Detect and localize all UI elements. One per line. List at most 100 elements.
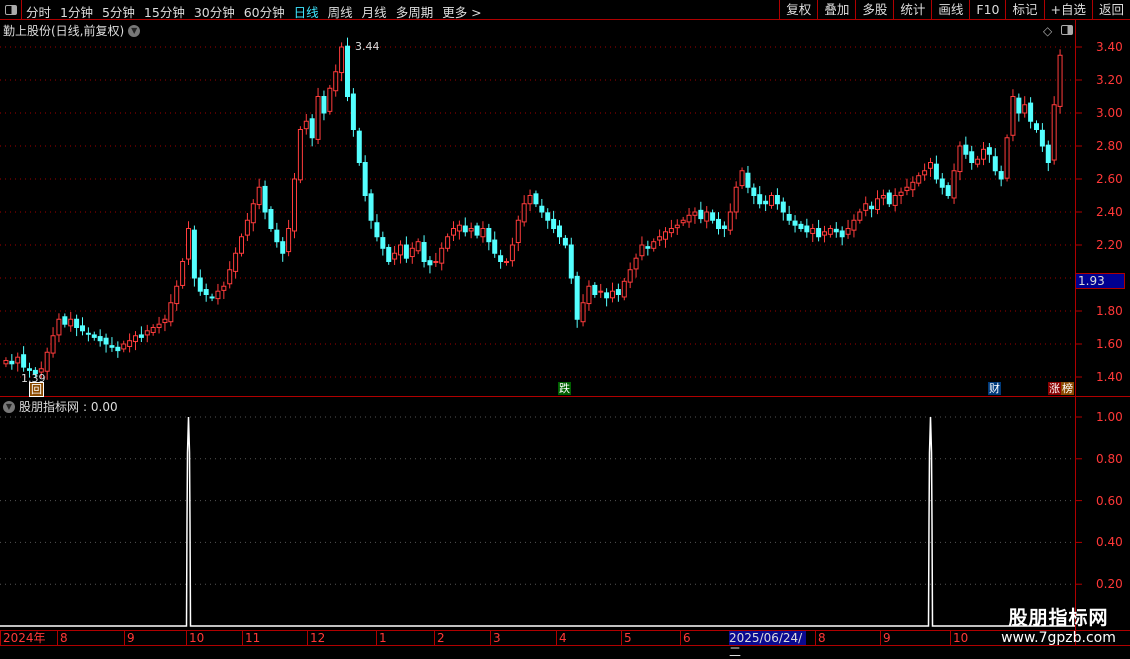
toolbar-button[interactable]: 标记 bbox=[1005, 0, 1043, 20]
period-tab[interactable]: 多周期 bbox=[395, 5, 434, 20]
candle-up bbox=[415, 241, 421, 252]
candle-up bbox=[162, 318, 168, 324]
price-tick-label: 2.20 bbox=[1096, 238, 1123, 252]
chevron-down-icon[interactable]: ▼ bbox=[128, 24, 141, 37]
candle-down bbox=[474, 225, 480, 236]
candle-down bbox=[557, 225, 562, 238]
candle-up bbox=[451, 228, 456, 236]
period-tab[interactable]: 更多 > bbox=[442, 5, 482, 20]
indicator-line bbox=[0, 416, 1075, 627]
toolbar-button[interactable]: +自选 bbox=[1043, 0, 1092, 20]
candle-down bbox=[1045, 144, 1051, 164]
candle-down bbox=[592, 284, 598, 295]
candle-down bbox=[32, 369, 38, 375]
candle-up bbox=[586, 285, 592, 305]
candle-down bbox=[62, 316, 68, 325]
date-tick-label: 11 bbox=[242, 631, 260, 645]
chevron-down-icon[interactable]: ▼ bbox=[3, 400, 15, 413]
price-tick-label: 3.20 bbox=[1096, 73, 1123, 87]
candle-down bbox=[933, 163, 939, 180]
date-tick-label: 6 bbox=[680, 631, 691, 645]
price-tick-label: 1.40 bbox=[1096, 370, 1123, 384]
candle-up bbox=[668, 228, 674, 234]
price-tick-label: 2.60 bbox=[1096, 172, 1123, 186]
candle-up bbox=[527, 195, 533, 205]
indicator-tick-label: 0.20 bbox=[1096, 577, 1123, 592]
period-tab[interactable]: 30分钟 bbox=[193, 5, 235, 20]
price-tick-label: 1.60 bbox=[1096, 337, 1123, 351]
pane-divider[interactable] bbox=[0, 396, 1130, 397]
candle-up bbox=[674, 224, 680, 229]
marker-bang[interactable]: 榜 bbox=[1061, 382, 1074, 395]
candle-down bbox=[792, 220, 798, 226]
candle-down bbox=[939, 178, 945, 188]
candle-down bbox=[545, 212, 551, 221]
candle-up bbox=[144, 330, 150, 336]
candle-up bbox=[221, 285, 227, 291]
marker-cai[interactable]: 财 bbox=[988, 382, 1001, 395]
toolbar-button[interactable]: 多股 bbox=[855, 0, 893, 20]
watermark: 股朋指标网 www.7gpzb.com bbox=[987, 603, 1130, 646]
candle-up bbox=[121, 343, 127, 350]
candle-down bbox=[203, 289, 209, 295]
candle-down bbox=[209, 296, 215, 299]
date-tick-label: 10 bbox=[186, 631, 204, 645]
candle-up bbox=[439, 247, 445, 264]
toolbar-button[interactable]: F10 bbox=[969, 0, 1005, 20]
candle-down bbox=[833, 228, 839, 233]
candle-up bbox=[633, 257, 639, 270]
toolbar-button[interactable]: 统计 bbox=[893, 0, 931, 20]
candle-up bbox=[827, 228, 833, 235]
candle-down bbox=[115, 346, 121, 352]
toolbar-button[interactable]: 返回 bbox=[1091, 0, 1130, 20]
date-tick-label: 3 bbox=[490, 631, 501, 645]
candle-down bbox=[869, 205, 875, 210]
candle-up bbox=[880, 195, 886, 199]
period-tab[interactable]: 60分钟 bbox=[243, 5, 285, 20]
candle-down bbox=[945, 185, 951, 197]
candle-up bbox=[286, 228, 292, 253]
period-tab[interactable]: 日线 bbox=[293, 5, 319, 20]
toolbar-button[interactable]: 画线 bbox=[931, 0, 969, 20]
candle-up bbox=[50, 335, 56, 354]
cursor-date-label: 2025/06/24/二 bbox=[729, 631, 806, 659]
price-tick-label: 2.80 bbox=[1096, 139, 1123, 153]
date-tick-label: 2024年 bbox=[0, 631, 46, 645]
toolbar-button[interactable]: 复权 bbox=[779, 0, 817, 20]
layout-toggle-icon[interactable] bbox=[0, 0, 22, 20]
candle-up bbox=[1057, 54, 1063, 107]
period-tab[interactable]: 分时 bbox=[26, 5, 52, 20]
candle-up bbox=[133, 335, 138, 343]
candle-up bbox=[910, 181, 916, 191]
candle-up bbox=[250, 203, 256, 224]
candle-down bbox=[97, 336, 103, 342]
period-tab[interactable]: 周线 bbox=[327, 5, 353, 20]
candle-up bbox=[598, 290, 604, 293]
candle-down bbox=[197, 277, 203, 292]
marker-zhangting[interactable]: 涨 bbox=[1048, 382, 1061, 395]
candle-up bbox=[704, 211, 710, 222]
period-tab[interactable]: 月线 bbox=[361, 5, 387, 20]
candle-down bbox=[356, 130, 362, 163]
period-tab[interactable]: 1分钟 bbox=[60, 5, 93, 20]
marker-hui[interactable]: 回 bbox=[29, 382, 44, 397]
period-tab[interactable]: 5分钟 bbox=[101, 5, 135, 20]
candle-up bbox=[15, 356, 21, 364]
candle-up bbox=[244, 219, 250, 236]
candle-down bbox=[421, 242, 427, 262]
date-tick-label: 8 bbox=[57, 631, 68, 645]
panel-toggle-icon[interactable] bbox=[1061, 25, 1073, 35]
candle-up bbox=[233, 252, 239, 272]
candle-up bbox=[168, 302, 174, 323]
candle-up bbox=[56, 318, 62, 336]
diamond-icon[interactable]: ◇ bbox=[1043, 24, 1053, 38]
toolbar-button[interactable]: 叠加 bbox=[817, 0, 855, 20]
candle-up bbox=[975, 158, 981, 165]
candle-down bbox=[604, 292, 610, 299]
candle-up bbox=[156, 323, 162, 329]
candle-down bbox=[380, 237, 386, 249]
marker-die[interactable]: 跌 bbox=[558, 382, 571, 395]
period-tab[interactable]: 15分钟 bbox=[143, 5, 185, 20]
candle-up bbox=[981, 148, 986, 160]
